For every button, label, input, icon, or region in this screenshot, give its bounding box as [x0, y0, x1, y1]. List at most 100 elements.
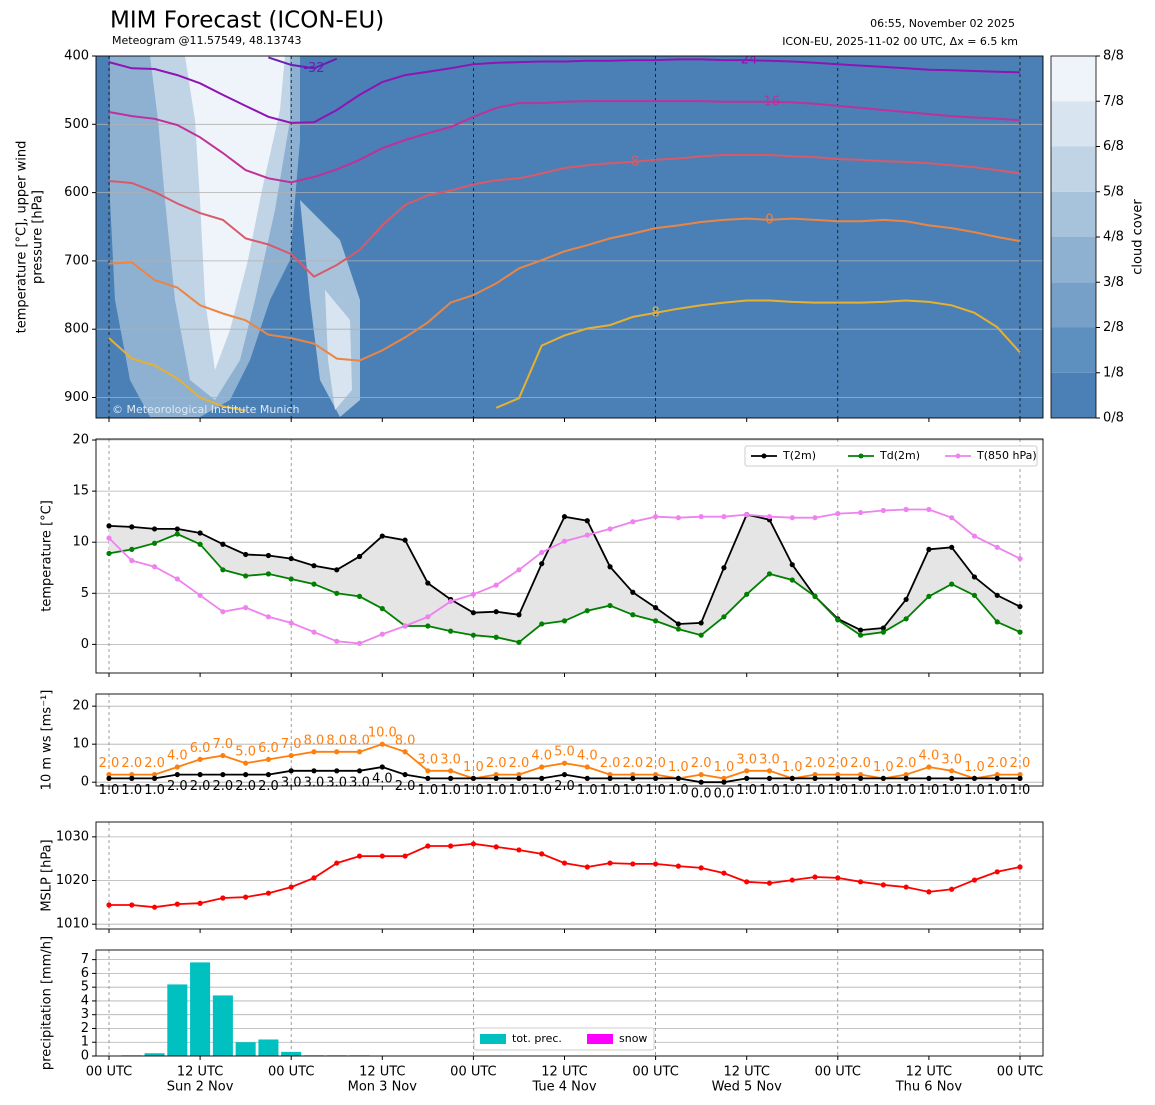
bar	[212, 995, 233, 1056]
point	[766, 775, 773, 781]
point	[174, 771, 180, 778]
point	[311, 563, 317, 569]
value-label: 2.0	[167, 779, 188, 794]
value-label: 2.0	[258, 779, 279, 794]
legend-label: snow	[619, 1032, 647, 1045]
y-axis-label: precipitation [mm/h]	[40, 936, 55, 1070]
point	[903, 506, 909, 513]
point	[653, 771, 659, 778]
point	[789, 577, 795, 583]
point	[812, 874, 818, 880]
point	[835, 771, 841, 778]
value-label: 1.0	[622, 783, 643, 798]
legend-box	[473, 1027, 655, 1051]
legend-swatch	[480, 1034, 506, 1044]
value-label: 2.0	[99, 756, 120, 771]
x-tick-label: 00 UTC	[86, 1065, 132, 1080]
isotherm	[268, 56, 338, 70]
point	[766, 768, 773, 774]
point	[630, 775, 636, 781]
value-label: 1.0	[782, 783, 803, 798]
y-tick-label: 20	[72, 699, 89, 714]
point	[539, 775, 545, 781]
plot-frame	[95, 949, 1044, 1057]
point	[675, 515, 681, 521]
plot-frame	[95, 821, 1044, 930]
x-day-label: Sun 2 Nov	[167, 1080, 234, 1095]
point	[334, 860, 340, 866]
point	[334, 567, 340, 573]
point	[857, 775, 864, 781]
y-tick-label: 900	[64, 390, 89, 405]
dewpoint-spread	[109, 514, 1020, 643]
point	[448, 843, 454, 849]
colorbar-label: cloud cover	[1131, 199, 1146, 275]
value-label: 3.0	[418, 752, 439, 767]
value-label: 0.0	[691, 787, 712, 802]
point	[971, 877, 978, 883]
panel	[96, 822, 1043, 929]
point	[766, 514, 773, 520]
point	[835, 875, 841, 881]
point	[1017, 864, 1023, 870]
colorbar-level	[1051, 282, 1096, 328]
point	[903, 771, 909, 778]
point	[857, 771, 864, 778]
y-tick-label: 500	[64, 117, 89, 132]
point	[448, 775, 454, 781]
point	[129, 557, 135, 564]
panel	[96, 439, 1043, 673]
point	[903, 884, 909, 890]
value-label: 3.0	[759, 752, 780, 767]
plot-frame	[95, 438, 1044, 674]
isotherm-label: -8	[626, 154, 639, 169]
point	[356, 553, 363, 560]
point	[653, 514, 659, 520]
value-label: 1.0	[509, 783, 530, 798]
point	[243, 771, 249, 778]
x-tick-label: 12 UTC	[906, 1065, 952, 1080]
value-label: 1.0	[668, 760, 689, 775]
point	[880, 629, 886, 635]
y-tick-label: 7	[81, 952, 89, 967]
value-label: 10.0	[368, 726, 397, 741]
isotherm-label: 0	[765, 212, 773, 227]
value-label: 1.0	[600, 783, 621, 798]
point	[197, 900, 203, 906]
value-label: 2.0	[1010, 756, 1031, 771]
value-label: 2.0	[395, 779, 416, 794]
point	[926, 546, 932, 552]
point	[721, 870, 727, 876]
value-label: 1.0	[531, 783, 552, 798]
point	[265, 571, 272, 577]
y-tick-label: 1020	[56, 873, 89, 888]
colorbar-tick-label: 8/8	[1103, 49, 1124, 64]
point	[607, 860, 613, 866]
point	[561, 860, 568, 866]
isotherm	[108, 58, 1021, 124]
y-tick-label: 5	[81, 980, 89, 995]
cloud-area	[185, 56, 285, 370]
value-label: 3.0	[736, 752, 757, 767]
value-label: 5.0	[554, 745, 575, 760]
point	[129, 775, 135, 781]
x-tick-label: 12 UTC	[723, 1065, 769, 1080]
point	[880, 775, 886, 781]
point	[721, 775, 727, 781]
point	[744, 775, 750, 781]
point	[926, 889, 932, 895]
point	[425, 614, 431, 620]
value-label: 2.0	[987, 756, 1008, 771]
point	[106, 523, 112, 529]
point	[425, 580, 431, 586]
value-label: 2.0	[121, 756, 142, 771]
x-tick-label: 12 UTC	[177, 1065, 223, 1080]
point	[516, 639, 522, 645]
point	[539, 549, 545, 556]
cloud-area	[325, 290, 352, 410]
point	[812, 771, 818, 778]
x-tick-label: 00 UTC	[450, 1065, 496, 1080]
value-label: 2.0	[850, 756, 871, 771]
value-label: 1.0	[873, 783, 894, 798]
point	[994, 619, 1000, 625]
